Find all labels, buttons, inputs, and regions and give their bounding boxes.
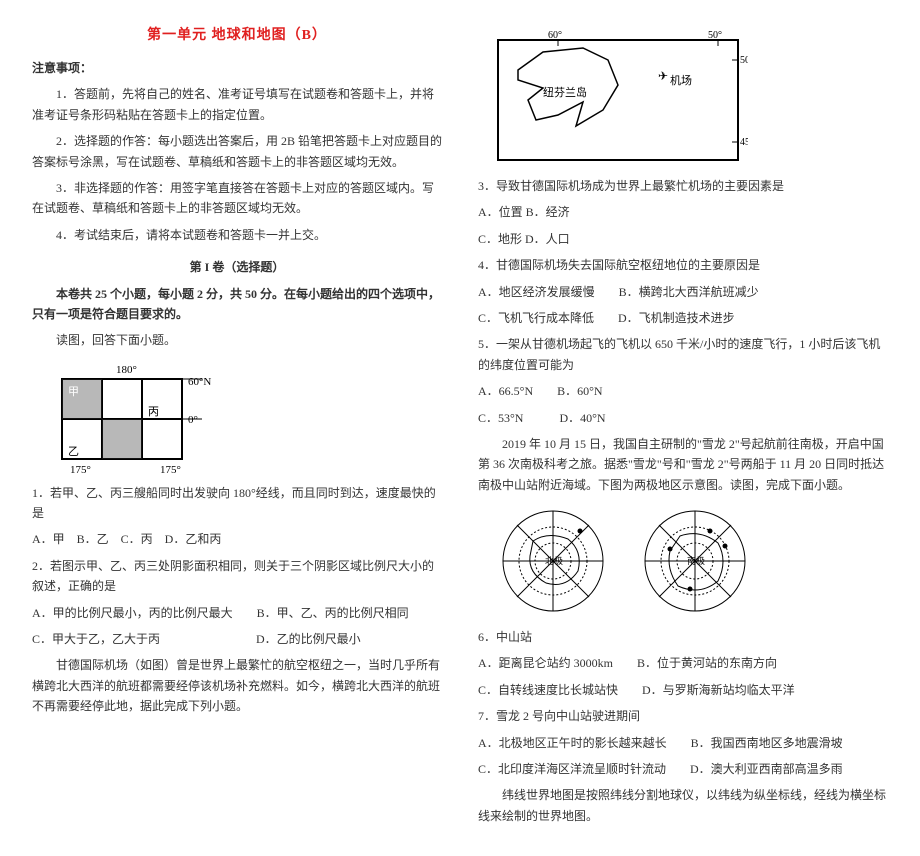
q2-b: C．甲大于乙，乙大于丙 D．乙的比例尺最小 (32, 629, 442, 649)
svg-text:45°: 45° (740, 137, 748, 148)
svg-text:60°N: 60°N (188, 376, 211, 388)
figure-newfoundland: 60° 50° 50° 45° 纽芬兰岛 ✈ 机场 (488, 30, 888, 170)
note-4: 4．考试结束后，请将本试题卷和答题卡一并上交。 (32, 225, 442, 245)
part1-rule: 本卷共 25 个小题，每小题 2 分，共 50 分。在每小题给出的四个选项中，只… (32, 284, 442, 325)
svg-text:甲: 甲 (68, 386, 79, 398)
q5-b: C．53°N D．40°N (478, 408, 888, 428)
svg-text:175°: 175° (70, 464, 91, 476)
q3-ab: A．位置 B．经济 (478, 202, 888, 222)
q7-a: A．北极地区正午时的影长越来越长 B．我国西南地区多地震滑坡 (478, 733, 888, 753)
q5: 5．一架从甘德机场起飞的飞机以 650 千米/小时的速度飞行，1 小时后该飞机的… (478, 334, 888, 375)
q3: 3．导致甘德国际机场成为世界上最繁忙机场的主要因素是 (478, 176, 888, 196)
q2: 2．若图示甲、乙、丙三处阴影面积相同，则关于三个阴影区域比例尺大小的叙述，正确的… (32, 556, 442, 597)
passage-2: 甘德国际机场（如图）曾是世界上最繁忙的航空枢纽之一，当时几乎所有横跨北大西洋的航… (32, 655, 442, 716)
svg-text:乙: 乙 (68, 445, 79, 458)
tail: 纬线世界地图是按照纬线分割地球仪，以纬线为纵坐标线，经线为横坐标线来绘制的世界地… (478, 785, 888, 826)
q3-cd: C．地形 D．人口 (478, 229, 888, 249)
svg-text:180°: 180° (116, 364, 137, 376)
svg-text:60°: 60° (548, 30, 562, 41)
svg-text:50°: 50° (740, 55, 748, 66)
q4: 4．甘德国际机场失去国际航空枢纽地位的主要原因是 (478, 255, 888, 275)
q6: 6．中山站 (478, 627, 888, 647)
q2-a: A．甲的比例尺最小，丙的比例尺最大 B．甲、乙、丙的比例尺相同 (32, 603, 442, 623)
svg-text:纽芬兰岛: 纽芬兰岛 (543, 85, 587, 99)
part1-head: 第 I 卷（选择题） (32, 257, 442, 277)
note-3: 3．非选择题的作答：用签字笔直接答在答题卡上对应的答题区域内。写在试题卷、草稿纸… (32, 178, 442, 219)
svg-text:0°: 0° (188, 414, 198, 426)
note-1: 1．答题前，先将自己的姓名、准考证号填写在试题卷和答题卡上，并将准考证号条形码粘… (32, 84, 442, 125)
figure-polar: 北极 南极 (488, 501, 888, 621)
q7-b: C．北印度洋海区洋流呈顺时针流动 D．澳大利亚西南部高温多雨 (478, 759, 888, 779)
q4-b: C．飞机飞行成本降低 D．飞机制造技术进步 (478, 308, 888, 328)
passage-3: 2019 年 10 月 15 日，我国自主研制的"雪龙 2"号起航前往南极，开启… (478, 434, 888, 495)
read-1: 读图，回答下面小题。 (32, 330, 442, 350)
q1: 1．若甲、乙、丙三艘船同时出发驶向 180°经线，而且同时到达，速度最快的是 (32, 483, 442, 524)
q5-a: A．66.5°N B．60°N (478, 381, 888, 401)
q1-opts: A．甲 B．乙 C．丙 D．乙和丙 (32, 529, 442, 549)
svg-text:50°: 50° (708, 30, 722, 41)
svg-text:南极: 南极 (687, 555, 705, 566)
svg-text:机场: 机场 (670, 73, 692, 87)
q7: 7．雪龙 2 号向中山站驶进期间 (478, 706, 888, 726)
q6-b: C．自转线速度比长城站快 D．与罗斯海新站均临太平洋 (478, 680, 888, 700)
svg-text:175°: 175° (160, 464, 181, 476)
notes-head: 注意事项： (32, 58, 442, 78)
figure-grid: 180° 175° 175° 60°N 0° 甲 乙 丙 (42, 357, 442, 477)
q6-a: A．距离昆仑站约 3000km B．位于黄河站的东南方向 (478, 653, 888, 673)
svg-text:✈: ✈ (658, 69, 668, 83)
svg-text:丙: 丙 (148, 406, 159, 418)
doc-title: 第一单元 地球和地图（B） (32, 24, 442, 44)
note-2: 2．选择题的作答：每小题选出答案后，用 2B 铅笔把答题卡上对应题目的答案标号涂… (32, 131, 442, 172)
q4-a: A．地区经济发展缓慢 B．横跨北大西洋航班减少 (478, 282, 888, 302)
svg-text:北极: 北极 (545, 555, 563, 566)
